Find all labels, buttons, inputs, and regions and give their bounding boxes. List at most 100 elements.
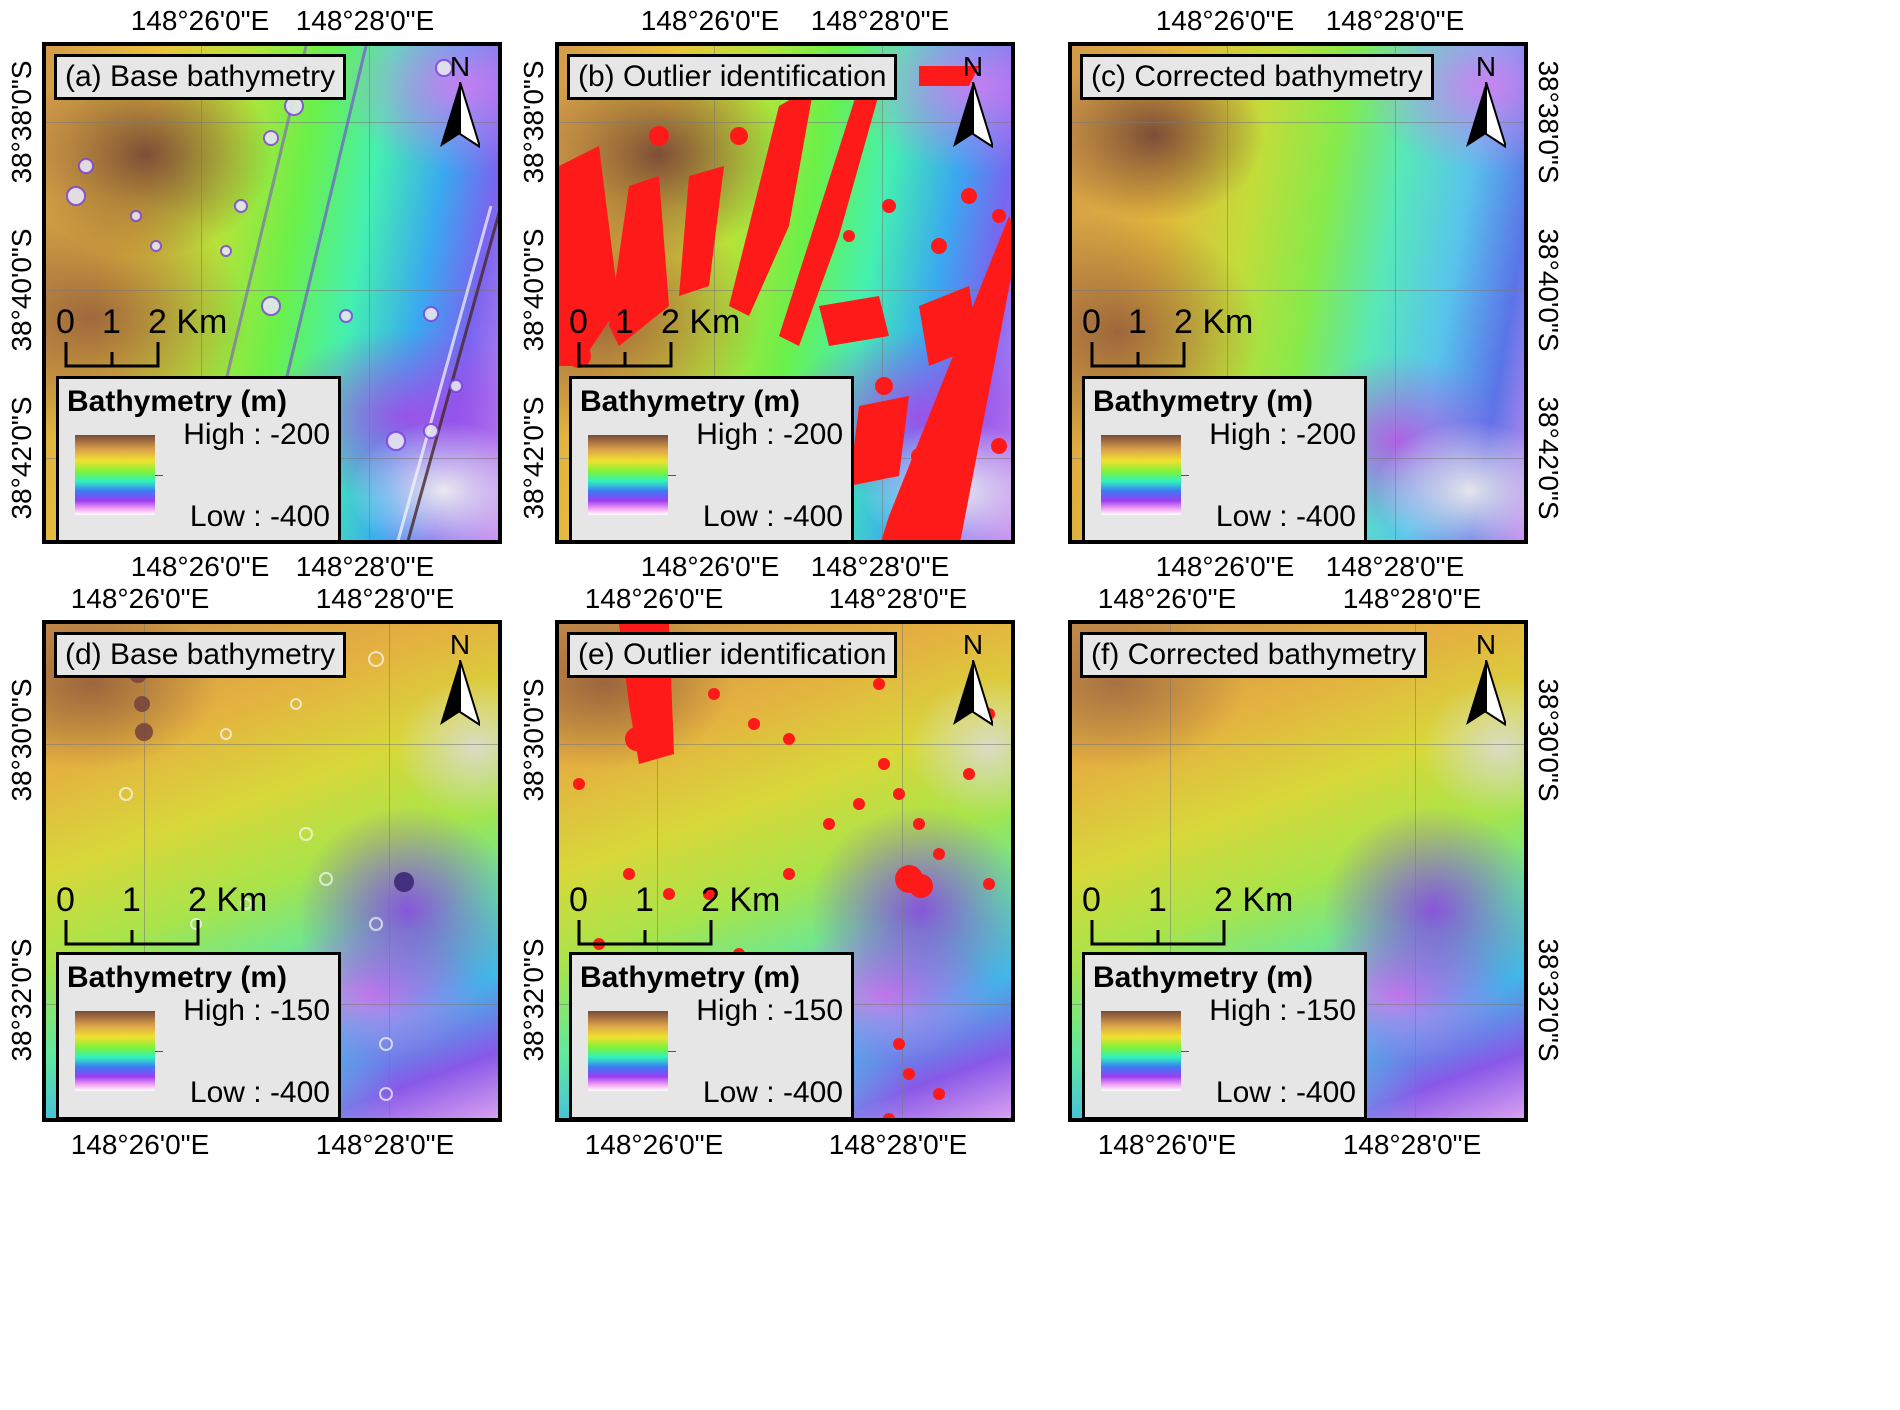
legend-color-ramp	[75, 1011, 155, 1091]
panel-title: (e) Outlier identification	[567, 632, 898, 678]
scale-label-1: 1	[1128, 303, 1147, 341]
north-arrow: N	[943, 52, 1003, 162]
lat-label-left: 38°40'0"S	[6, 228, 37, 352]
legend-tick	[155, 475, 163, 476]
legend-low: Low : -400	[702, 1076, 843, 1109]
lon-label-top: 148°28'0"E	[1325, 5, 1465, 36]
lon-label-bottom: 148°28'0"E	[295, 551, 435, 582]
north-arrow: N	[943, 630, 1003, 740]
north-arrow: N	[430, 630, 490, 740]
grid-line	[46, 744, 498, 745]
scale-label-2: 2 Km	[1214, 881, 1294, 919]
lon-label-top: 148°28'0"E	[315, 583, 455, 614]
legend: Bathymetry (m) High : -150 Low : -400	[56, 952, 341, 1118]
legend-tick	[668, 1051, 676, 1052]
grid-line	[389, 624, 390, 1118]
north-label: N	[1475, 629, 1497, 660]
map-panel-a: (a) Base bathymetry N 0 1 2 Km Bathymetr…	[42, 42, 502, 544]
scale-label-0: 0	[1082, 881, 1101, 919]
legend-tick	[155, 1051, 163, 1052]
lat-label-left: 38°32'0"S	[518, 938, 549, 1062]
lon-label-top: 148°26'0"E	[584, 583, 724, 614]
scale-bar-icon	[64, 920, 200, 946]
scale-label-0: 0	[569, 303, 588, 341]
lat-label-left: 38°40'0"S	[518, 228, 549, 352]
grid-line	[1395, 46, 1396, 540]
north-label: N	[962, 629, 984, 660]
legend-color-ramp	[588, 1011, 668, 1091]
lat-label-right: 38°30'0"S	[1533, 678, 1564, 802]
scale-label-2: 2 Km	[1174, 303, 1254, 341]
scale-label-1: 1	[1148, 881, 1167, 919]
panel-title: (d) Base bathymetry	[54, 632, 347, 678]
lat-label-left: 38°38'0"S	[6, 60, 37, 184]
lat-label-left: 38°30'0"S	[6, 678, 37, 802]
grid-line	[714, 46, 715, 540]
lon-label-top: 148°28'0"E	[810, 5, 950, 36]
scale-bar-icon	[577, 342, 673, 368]
legend-low: Low : -400	[189, 500, 330, 533]
grid-line	[559, 744, 1011, 745]
lon-label-top: 148°28'0"E	[828, 583, 968, 614]
scale-bar-icon	[1090, 342, 1186, 368]
lon-label-bottom: 148°28'0"E	[1342, 1129, 1482, 1160]
panel-title: (b) Outlier identification	[567, 54, 898, 100]
lon-label-top: 148°26'0"E	[640, 5, 780, 36]
grid-line	[882, 46, 883, 540]
lon-label-bottom: 148°28'0"E	[828, 1129, 968, 1160]
legend-low: Low : -400	[189, 1076, 330, 1109]
scale-label-1: 1	[102, 303, 121, 341]
lon-label-top: 148°26'0"E	[1097, 583, 1237, 614]
north-arrow-icon	[1466, 660, 1506, 727]
scale-bar-icon	[64, 342, 160, 368]
legend-low: Low : -400	[1215, 500, 1356, 533]
scale-label-2: 2 Km	[188, 881, 268, 919]
lon-label-top: 148°28'0"E	[295, 5, 435, 36]
scale-label-2: 2 Km	[701, 881, 781, 919]
legend-title: Bathymetry (m)	[580, 961, 801, 994]
lon-label-bottom: 148°26'0"E	[584, 1129, 724, 1160]
north-arrow: N	[1456, 52, 1516, 162]
lat-label-left: 38°42'0"S	[6, 396, 37, 520]
grid-line	[1227, 46, 1228, 540]
scale-label-1: 1	[122, 881, 141, 919]
north-label: N	[449, 51, 471, 82]
scale-label-0: 0	[569, 881, 588, 919]
lat-label-left: 38°30'0"S	[518, 678, 549, 802]
scale-bar: 0 1 2 Km	[1082, 304, 1282, 384]
grid-line	[46, 122, 498, 123]
scale-bar-icon	[577, 920, 713, 946]
scale-label-2: 2 Km	[661, 303, 741, 341]
legend-tick	[668, 475, 676, 476]
legend-title: Bathymetry (m)	[580, 385, 801, 418]
north-arrow-icon	[953, 82, 993, 149]
legend-title: Bathymetry (m)	[67, 385, 288, 418]
legend-color-ramp	[75, 435, 155, 515]
grid-line	[1170, 624, 1171, 1118]
legend-high: High : -200	[183, 418, 330, 451]
scale-label-2: 2 Km	[148, 303, 228, 341]
map-panel-b: (b) Outlier identification N 0 1 2 Km Ba…	[555, 42, 1015, 544]
lat-label-right: 38°42'0"S	[1533, 396, 1564, 520]
scale-label-0: 0	[56, 881, 75, 919]
north-label: N	[449, 629, 471, 660]
legend-title: Bathymetry (m)	[67, 961, 288, 994]
legend: Bathymetry (m) High : -150 Low : -400	[1082, 952, 1367, 1118]
scale-bar: 0 1 2 Km	[56, 882, 296, 962]
map-panel-f: (f) Corrected bathymetry N 0 1 2 Km Bath…	[1068, 620, 1528, 1122]
lat-label-left: 38°38'0"S	[518, 60, 549, 184]
grid-line	[369, 46, 370, 540]
lon-label-bottom: 148°26'0"E	[1155, 551, 1295, 582]
legend-color-ramp	[1101, 435, 1181, 515]
grid-line	[559, 290, 1011, 291]
legend: Bathymetry (m) High : -150 Low : -400	[569, 952, 854, 1118]
north-arrow: N	[1456, 630, 1516, 740]
grid-line	[1072, 122, 1524, 123]
panel-title: (f) Corrected bathymetry	[1080, 632, 1428, 678]
north-label: N	[1475, 51, 1497, 82]
north-arrow: N	[430, 52, 490, 162]
legend-tick	[1181, 475, 1189, 476]
lon-label-bottom: 148°26'0"E	[1097, 1129, 1237, 1160]
lat-label-right: 38°32'0"S	[1533, 938, 1564, 1062]
grid-line	[46, 290, 498, 291]
